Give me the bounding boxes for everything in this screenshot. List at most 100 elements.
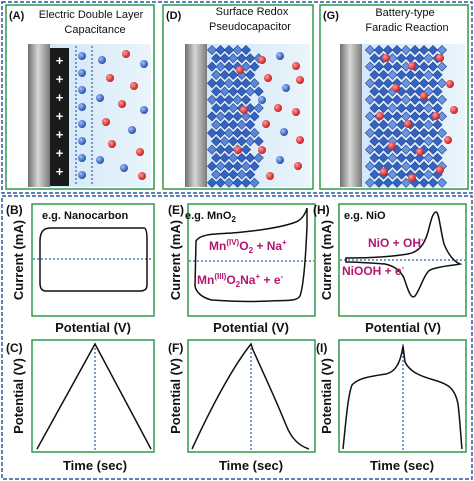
- crystal-unit: [382, 78, 394, 89]
- anion: [120, 164, 128, 172]
- crystal-unit: [414, 119, 425, 130]
- crystal-unit: [236, 169, 247, 180]
- crystal-unit: [427, 144, 439, 155]
- crystal-unit: [223, 61, 235, 72]
- crystal-unit: [423, 119, 434, 130]
- crystal-unit: [206, 127, 218, 139]
- crystal-unit: [223, 177, 235, 188]
- crystal-unit: [245, 69, 256, 80]
- anion: [140, 60, 148, 68]
- crystal-unit: [369, 103, 380, 114]
- anion: [78, 154, 86, 162]
- anion: [96, 94, 104, 102]
- rb-sup3: -: [281, 272, 284, 281]
- crystal-unit: [414, 103, 425, 114]
- top-frame: [1, 1, 473, 194]
- crystal-unit: [409, 127, 421, 139]
- crystal-unit: [228, 86, 239, 97]
- crystal-unit: [240, 44, 252, 56]
- electrode: [28, 44, 50, 187]
- crystal-unit: [378, 152, 389, 163]
- crystal-unit: [418, 127, 430, 139]
- x-axis-label: Potential (V): [213, 320, 289, 335]
- cation: [408, 174, 416, 182]
- cation: [136, 148, 144, 156]
- crystal-unit: [219, 103, 230, 114]
- example-label: e.g. Nanocarbon: [42, 210, 128, 222]
- crystal-unit: [405, 136, 416, 147]
- reaction-top: Mn(IV)O2 + Na+: [209, 238, 287, 255]
- anion: [78, 171, 86, 179]
- crystal-unit: [228, 169, 239, 180]
- panel-letter: (H): [313, 203, 330, 217]
- crystal-unit: [373, 144, 385, 155]
- crystal-unit: [391, 94, 403, 105]
- cation: [296, 136, 304, 144]
- crystal-unit: [364, 111, 376, 122]
- panel-letter: (C): [6, 341, 23, 355]
- crystal-unit: [211, 152, 222, 163]
- rb-sup1: (III): [214, 272, 226, 281]
- crystal-unit: [427, 78, 439, 89]
- crystal-unit: [405, 86, 416, 97]
- crystal-unit: [245, 86, 256, 97]
- crystal-unit: [378, 103, 389, 114]
- crystal-unit: [206, 177, 218, 188]
- crystal-unit: [232, 44, 243, 56]
- crystal-unit: [240, 177, 252, 188]
- panel-letter: (D): [166, 10, 182, 22]
- crystal-unit: [423, 136, 434, 147]
- rt-b: O: [239, 239, 248, 253]
- crystal-unit: [387, 152, 398, 163]
- crystal-unit: [232, 127, 243, 139]
- crystal-unit: [240, 144, 252, 155]
- crystal-unit: [427, 94, 439, 105]
- crystal-unit: [364, 44, 376, 56]
- cation: [138, 172, 146, 180]
- cation: [292, 62, 300, 70]
- crystal-unit: [432, 152, 443, 163]
- crystal-unit: [245, 119, 256, 130]
- anion: [282, 84, 290, 92]
- crystal-unit: [245, 152, 256, 163]
- crystal-unit: [423, 53, 434, 64]
- cation: [102, 118, 110, 126]
- panel-letter: (F): [168, 341, 183, 355]
- crystal-unit: [405, 69, 416, 80]
- plus-sign: +: [56, 109, 64, 124]
- crystal-unit: [409, 78, 421, 89]
- h-rb-a: NiOOH + e: [342, 264, 402, 278]
- cation: [266, 172, 274, 180]
- crystal-unit: [436, 177, 448, 188]
- crystal-unit: [228, 136, 239, 147]
- crystal-unit: [387, 169, 398, 180]
- gcd-row: (C) (F) (I) Potential (V) Potential (V) …: [6, 339, 467, 473]
- cation: [296, 76, 304, 84]
- crystal-unit: [378, 136, 389, 147]
- crystal-unit: [206, 61, 218, 72]
- crystal-unit: [249, 161, 260, 172]
- rb-sub1: 2: [236, 280, 241, 289]
- crystal-unit: [240, 94, 252, 105]
- cation: [292, 108, 300, 116]
- crystal-unit: [228, 119, 239, 130]
- crystal-unit: [391, 111, 403, 122]
- crystal-unit: [400, 177, 412, 188]
- crystal-unit: [232, 177, 243, 188]
- crystal-unit: [245, 169, 256, 180]
- crystal-unit: [387, 119, 398, 130]
- crystal-unit: [236, 136, 247, 147]
- rt-c: + Na: [253, 239, 282, 253]
- crystal-unit: [228, 69, 239, 80]
- crystal-unit: [215, 144, 226, 155]
- crystal-unit: [206, 78, 218, 89]
- crystal-unit: [211, 103, 222, 114]
- reaction-bottom: NiOOH + e-: [342, 263, 405, 278]
- crystal-unit: [423, 69, 434, 80]
- cation: [258, 146, 266, 154]
- crystal-unit: [436, 94, 448, 105]
- crystal-unit: [378, 86, 389, 97]
- gcd-curve-linear: [36, 342, 152, 450]
- crystal-unit: [423, 103, 434, 114]
- example-text: e.g. MnO: [185, 210, 232, 222]
